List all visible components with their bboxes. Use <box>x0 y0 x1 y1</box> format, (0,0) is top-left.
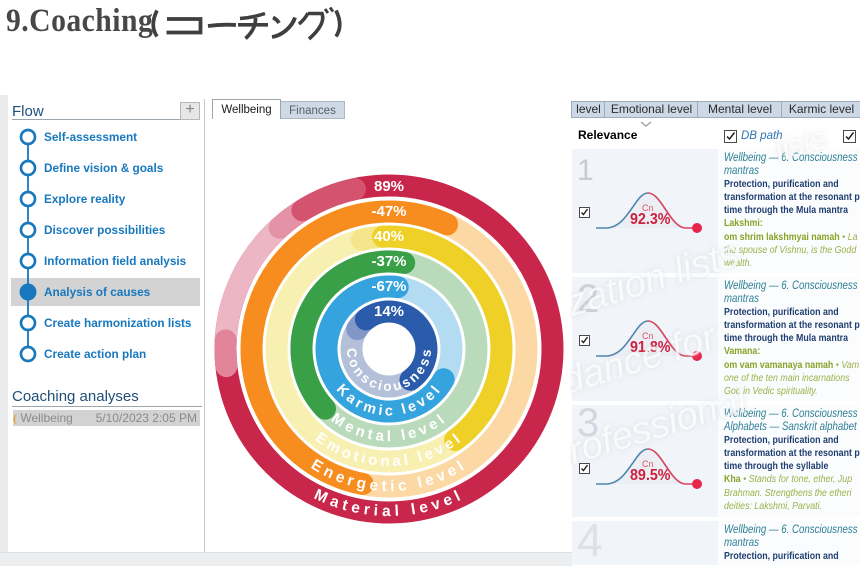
svg-text:-47%: -47% <box>371 203 406 220</box>
svg-text:89%: 89% <box>374 178 404 195</box>
svg-text:Consciousness: Consciousness <box>344 347 435 394</box>
svg-text:14%: 14% <box>374 303 404 320</box>
svg-text:40%: 40% <box>374 228 404 245</box>
svg-text:-67%: -67% <box>371 278 406 295</box>
svg-text:-37%: -37% <box>371 253 406 270</box>
